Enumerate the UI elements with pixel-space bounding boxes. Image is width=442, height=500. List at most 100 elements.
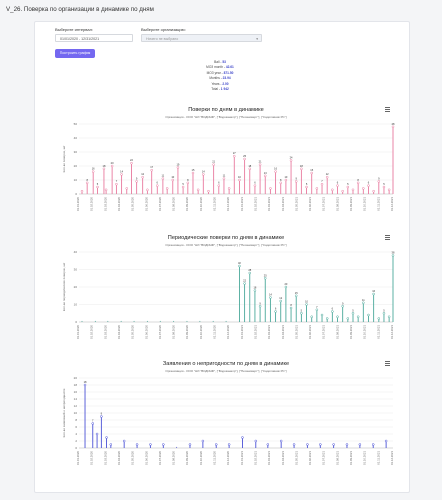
- data-label: 18: [84, 380, 87, 384]
- data-point: [336, 184, 339, 187]
- data-label: 19: [176, 162, 179, 166]
- data-point: [305, 185, 308, 189]
- page-title: V_26. Поверка по организации в динамике …: [6, 6, 154, 13]
- data-point: [94, 320, 96, 322]
- data-label: 10: [284, 175, 287, 179]
- chart-title: Заявления о непригодности по дням в дина…: [163, 361, 289, 367]
- data-label: 9: [295, 176, 297, 180]
- data-point: [212, 163, 215, 166]
- x-tick-label: 01.10.2020: [199, 451, 203, 465]
- x-tick-label: 01.02.2021: [253, 197, 257, 211]
- data-point: [377, 317, 381, 320]
- data-label: 10: [171, 175, 174, 179]
- data-point: [274, 170, 277, 173]
- x-tick-label: 01.09.2021: [349, 325, 353, 339]
- data-label: 5: [306, 182, 308, 186]
- x-tick-label: 01.04.2020: [117, 325, 121, 339]
- data-point: [173, 320, 175, 322]
- data-point: [305, 303, 308, 306]
- chevron-down-icon: ▾: [256, 37, 258, 41]
- data-label: 21: [259, 160, 262, 164]
- chart-svg: Поверки по дням в динамике Организация - …: [62, 107, 395, 211]
- data-label: 12: [326, 172, 329, 176]
- menu-line: [385, 107, 390, 108]
- hamburger-menu-icon[interactable]: [385, 107, 390, 112]
- hamburger-menu-icon[interactable]: [385, 361, 390, 366]
- y-tick-label: 10: [74, 178, 78, 182]
- x-tick-label: 01.04.2021: [281, 197, 285, 211]
- x-tick-label: 01.10.2020: [199, 325, 203, 339]
- data-point: [146, 320, 148, 322]
- data-point: [345, 443, 349, 446]
- stat-name: МОЗ month: [206, 65, 223, 70]
- data-point: [104, 188, 108, 192]
- data-point: [115, 182, 118, 186]
- y-tick-label: 0: [75, 192, 77, 196]
- data-point: [258, 163, 262, 166]
- x-tick-label: 01.09.2020: [185, 451, 189, 465]
- data-point: [346, 185, 350, 189]
- data-label: 13: [264, 171, 267, 175]
- stat-name: Years: [211, 81, 220, 86]
- data-point: [384, 439, 388, 443]
- data-label: 6: [337, 181, 339, 185]
- menu-line: [385, 239, 390, 240]
- data-point: [130, 161, 133, 165]
- organization-select[interactable]: Ничего не выбрано ▾: [141, 34, 262, 42]
- data-label: 11: [223, 174, 226, 178]
- data-label: 6: [218, 181, 220, 185]
- data-point: [253, 184, 257, 187]
- y-tick-label: 14: [74, 397, 78, 401]
- data-point: [238, 178, 241, 182]
- y-tick-label: 30: [74, 268, 78, 272]
- data-label: 22: [243, 279, 246, 283]
- x-tick-label: 01.12.2020: [226, 451, 230, 465]
- data-point: [325, 175, 329, 179]
- data-point: [279, 181, 282, 185]
- data-label: 16: [274, 167, 277, 171]
- data-label: 28: [248, 268, 251, 272]
- x-tick-label: 01.03.2021: [267, 197, 271, 211]
- data-label: 24: [290, 155, 293, 159]
- data-label: 12: [141, 172, 144, 176]
- y-tick-label: 20: [74, 164, 78, 168]
- x-tick-label: 01.02.2020: [90, 197, 94, 211]
- data-point: [135, 180, 138, 183]
- x-tick-label: 01.06.2021: [308, 325, 312, 339]
- data-point: [367, 184, 370, 187]
- data-label: 5: [182, 182, 184, 186]
- x-tick-label: 01.12.2020: [226, 197, 230, 211]
- data-label: 16: [92, 167, 95, 171]
- data-label: 16: [372, 289, 375, 293]
- data-point: [325, 317, 329, 320]
- data-point: [284, 285, 288, 289]
- data-point: [243, 282, 246, 285]
- x-tick-label: 01.06.2020: [144, 451, 148, 465]
- data-point: [161, 177, 165, 180]
- x-tick-label: 01.05.2021: [294, 325, 298, 339]
- data-point: [248, 271, 252, 275]
- data-point: [227, 187, 231, 190]
- data-label: 10: [238, 175, 241, 179]
- data-point: [201, 439, 205, 443]
- data-point: [181, 185, 185, 189]
- data-label: 17: [150, 165, 153, 169]
- x-tick-label: 01.05.2020: [131, 451, 135, 465]
- data-point: [320, 313, 324, 317]
- x-tick-label: 01.04.2021: [281, 325, 285, 339]
- x-tick-label: 01.12.2021: [390, 451, 394, 465]
- data-point: [227, 443, 231, 446]
- data-point: [263, 174, 267, 178]
- x-tick-label: 01.11.2021: [376, 197, 380, 211]
- build-chart-button[interactable]: Построить график: [55, 49, 95, 58]
- data-point: [351, 312, 355, 315]
- date-range-input[interactable]: 01/01/2020 - 12/31/2021: [55, 34, 133, 42]
- y-tick-label: 10: [74, 411, 78, 415]
- data-label: 15: [192, 168, 195, 172]
- data-label: 14: [202, 169, 205, 173]
- data-point: [165, 187, 169, 190]
- x-tick-label: 01.06.2020: [144, 197, 148, 211]
- hamburger-menu-icon[interactable]: [385, 235, 390, 240]
- x-tick-label: 01.05.2020: [131, 197, 135, 211]
- data-point: [253, 289, 257, 292]
